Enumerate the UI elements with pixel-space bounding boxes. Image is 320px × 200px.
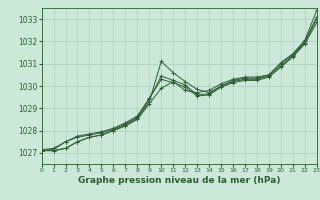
X-axis label: Graphe pression niveau de la mer (hPa): Graphe pression niveau de la mer (hPa) xyxy=(78,176,280,185)
